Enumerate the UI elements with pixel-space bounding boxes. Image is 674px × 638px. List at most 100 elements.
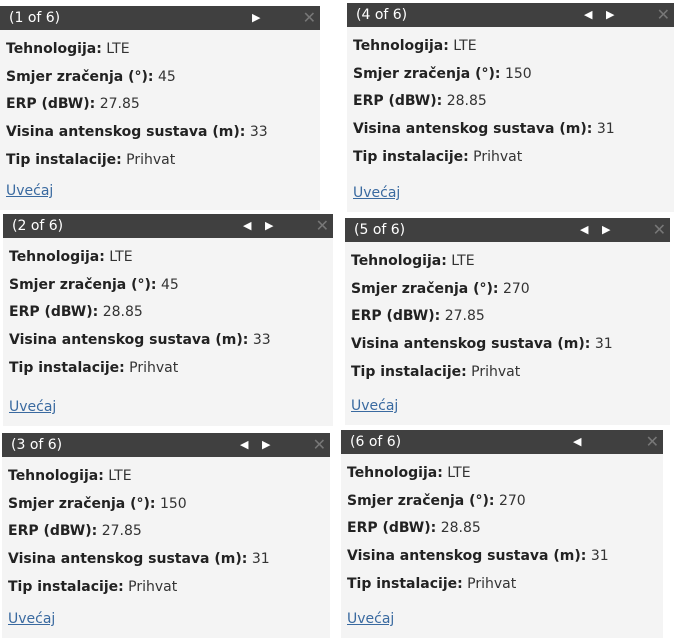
field-label: Tehnologija: — [351, 253, 447, 269]
next-icon[interactable]: ▶ — [262, 438, 271, 451]
field-value: Prihvat — [473, 148, 523, 165]
field-type: Tip instalacije: Prihvat — [9, 360, 178, 376]
field-height: Visina antenskog sustava (m): 31 — [351, 336, 613, 352]
field-value: 33 — [249, 124, 268, 141]
zoom-link[interactable]: Uvećaj — [8, 611, 56, 627]
next-icon[interactable]: ▶ — [606, 8, 615, 21]
field-value: Prihvat — [467, 575, 517, 592]
popup-header: (1 of 6) ▶ ✕ — [0, 6, 320, 30]
close-icon[interactable]: ✕ — [656, 5, 670, 24]
field-label: Smjer zračenja (°): — [351, 280, 499, 297]
field-label: Smjer zračenja (°): — [6, 68, 154, 85]
field-value: 31 — [596, 121, 615, 138]
field-value: Prihvat — [126, 151, 176, 168]
field-label: Tehnologija: — [9, 249, 105, 265]
field-height: Visina antenskog sustava (m): 33 — [9, 332, 271, 348]
field-value: LTE — [447, 465, 471, 481]
field-label: Tehnologija: — [353, 38, 449, 54]
field-value: LTE — [106, 41, 130, 57]
zoom-link[interactable]: Uvećaj — [351, 398, 399, 414]
field-erp: ERP (dBW): 27.85 — [6, 96, 140, 112]
field-value: 45 — [157, 68, 176, 85]
next-icon[interactable]: ▶ — [252, 11, 261, 24]
field-value: 31 — [594, 336, 613, 353]
field-value: 270 — [502, 280, 530, 297]
previous-icon[interactable]: ◀ — [240, 438, 249, 451]
popup-header: (2 of 6) ◀ ▶ ✕ — [3, 214, 333, 238]
zoom-link[interactable]: Uvećaj — [353, 185, 401, 201]
field-type: Tip instalacije: Prihvat — [347, 576, 516, 592]
field-label: Tehnologija: — [8, 468, 104, 484]
field-label: ERP (dBW): — [6, 96, 96, 113]
popup-title: (1 of 6) — [9, 10, 61, 26]
field-type: Tip instalacije: Prihvat — [8, 579, 177, 595]
field-height: Visina antenskog sustava (m): 31 — [8, 551, 270, 567]
field-label: Tip instalacije: — [6, 151, 122, 168]
field-label: Visina antenskog sustava (m): — [353, 121, 593, 138]
popup-title: (5 of 6) — [354, 222, 406, 238]
field-value: Prihvat — [128, 578, 178, 595]
field-value: 27.85 — [101, 523, 142, 540]
close-icon[interactable]: ✕ — [652, 220, 666, 239]
previous-icon[interactable]: ◀ — [584, 8, 593, 21]
popup-header: (4 of 6) ◀ ▶ ✕ — [347, 3, 674, 27]
field-dir: Smjer zračenja (°): 45 — [6, 69, 176, 85]
field-label: Smjer zračenja (°): — [8, 495, 156, 512]
field-label: Smjer zračenja (°): — [347, 492, 495, 509]
popup-title: (6 of 6) — [350, 434, 402, 450]
field-value: Prihvat — [471, 363, 521, 380]
field-value: LTE — [108, 468, 132, 484]
field-label: ERP (dBW): — [351, 308, 441, 325]
field-height: Visina antenskog sustava (m): 31 — [353, 121, 615, 137]
field-dir: Smjer zračenja (°): 270 — [347, 493, 526, 509]
field-label: Tip instalacije: — [9, 359, 125, 376]
field-label: Visina antenskog sustava (m): — [351, 336, 591, 353]
field-label: Visina antenskog sustava (m): — [9, 332, 249, 349]
field-value: 28.85 — [102, 304, 143, 321]
field-label: Tip instalacije: — [351, 363, 467, 380]
next-icon[interactable]: ▶ — [265, 219, 274, 232]
field-value: Prihvat — [129, 359, 179, 376]
field-label: ERP (dBW): — [9, 304, 99, 321]
field-value: 27.85 — [444, 308, 485, 325]
popup-1: (1 of 6) ▶ ✕ Tehnologija: LTE Smjer zračenja… — [0, 6, 320, 210]
popup-header: (6 of 6) ◀ ✕ — [341, 430, 663, 454]
close-icon[interactable]: ✕ — [312, 435, 326, 454]
zoom-link[interactable]: Uvećaj — [347, 611, 395, 627]
field-erp: ERP (dBW): 27.85 — [8, 523, 142, 539]
previous-icon[interactable]: ◀ — [580, 223, 589, 236]
popup-5: (5 of 6) ◀ ▶ ✕ Tehnologija: LTE Smjer zračenj… — [345, 218, 670, 425]
popup-4: (4 of 6) ◀ ▶ ✕ Tehnologija: LTE Smjer zračenj… — [347, 3, 674, 212]
field-tech: Tehnologija: LTE — [353, 38, 477, 54]
field-erp: ERP (dBW): 27.85 — [351, 308, 485, 324]
field-type: Tip instalacije: Prihvat — [351, 364, 520, 380]
field-value: 31 — [251, 551, 270, 568]
field-tech: Tehnologija: LTE — [8, 468, 132, 484]
field-erp: ERP (dBW): 28.85 — [347, 520, 481, 536]
close-icon[interactable]: ✕ — [315, 216, 329, 235]
popup-title: (2 of 6) — [12, 218, 64, 234]
previous-icon[interactable]: ◀ — [573, 435, 582, 448]
next-icon[interactable]: ▶ — [602, 223, 611, 236]
field-type: Tip instalacije: Prihvat — [6, 152, 175, 168]
zoom-link[interactable]: Uvećaj — [6, 183, 54, 199]
field-label: Tip instalacije: — [347, 575, 463, 592]
field-tech: Tehnologija: LTE — [9, 249, 133, 265]
popup-2: (2 of 6) ◀ ▶ ✕ Tehnologija: LTE Smjer zračenj… — [3, 214, 333, 426]
field-label: Tehnologija: — [347, 465, 443, 481]
field-tech: Tehnologija: LTE — [351, 253, 475, 269]
field-value: 28.85 — [446, 93, 487, 110]
zoom-link[interactable]: Uvećaj — [9, 399, 57, 415]
field-label: Tehnologija: — [6, 41, 102, 57]
field-dir: Smjer zračenja (°): 150 — [353, 66, 532, 82]
field-type: Tip instalacije: Prihvat — [353, 149, 522, 165]
field-label: ERP (dBW): — [353, 93, 443, 110]
close-icon[interactable]: ✕ — [302, 8, 316, 27]
field-label: Tip instalacije: — [8, 578, 124, 595]
field-value: 33 — [252, 332, 271, 349]
field-value: 150 — [504, 65, 532, 82]
field-value: LTE — [109, 249, 133, 265]
close-icon[interactable]: ✕ — [645, 432, 659, 451]
field-value: LTE — [453, 38, 477, 54]
previous-icon[interactable]: ◀ — [243, 219, 252, 232]
